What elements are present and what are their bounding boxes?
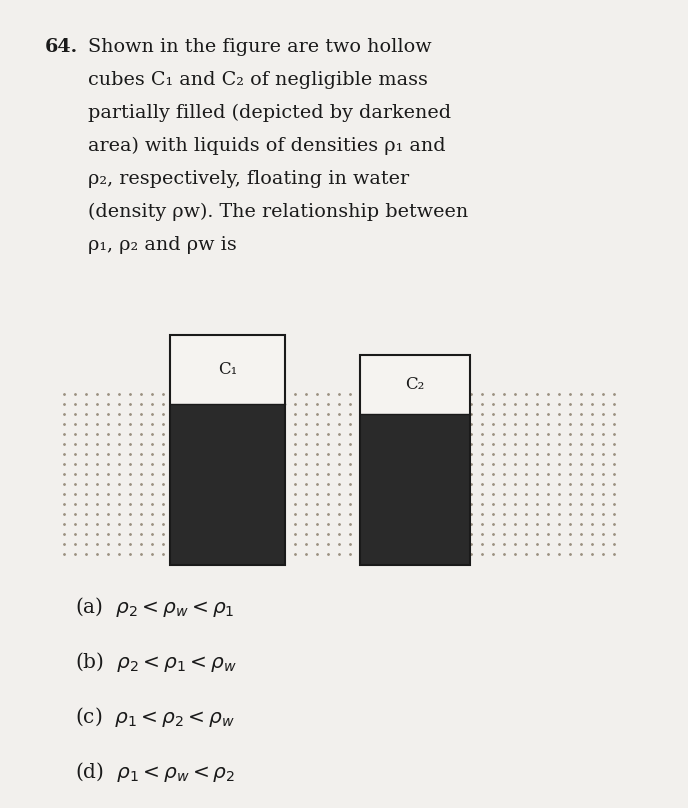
- Text: (c)  $\rho_1 < \rho_2 < \rho_w$: (c) $\rho_1 < \rho_2 < \rho_w$: [75, 705, 235, 729]
- Text: Shown in the figure are two hollow: Shown in the figure are two hollow: [88, 38, 431, 56]
- Text: area) with liquids of densities ρ₁ and: area) with liquids of densities ρ₁ and: [88, 137, 446, 155]
- Text: C₂: C₂: [405, 376, 424, 393]
- Bar: [170, 335, 285, 565]
- Bar: [360, 355, 470, 414]
- Text: (density ρw). The relationship between: (density ρw). The relationship between: [88, 203, 469, 221]
- Text: partially filled (depicted by darkened: partially filled (depicted by darkened: [88, 104, 451, 122]
- Text: C₁: C₁: [218, 361, 237, 378]
- Text: (d)  $\rho_1 < \rho_w < \rho_2$: (d) $\rho_1 < \rho_w < \rho_2$: [75, 760, 235, 784]
- Text: (a)  $\rho_2 < \rho_w < \rho_1$: (a) $\rho_2 < \rho_w < \rho_1$: [75, 595, 235, 619]
- Text: (b)  $\rho_2 < \rho_1 < \rho_w$: (b) $\rho_2 < \rho_1 < \rho_w$: [75, 650, 237, 674]
- Text: ρ₂, respectively, floating in water: ρ₂, respectively, floating in water: [88, 170, 409, 188]
- Text: 64.: 64.: [45, 38, 78, 56]
- Text: ρ₁, ρ₂ and ρw is: ρ₁, ρ₂ and ρw is: [88, 236, 237, 254]
- Bar: [170, 404, 285, 565]
- Bar: [360, 414, 470, 565]
- Bar: [360, 355, 470, 565]
- Bar: [170, 335, 285, 404]
- Text: cubes C₁ and C₂ of negligible mass: cubes C₁ and C₂ of negligible mass: [88, 71, 428, 89]
